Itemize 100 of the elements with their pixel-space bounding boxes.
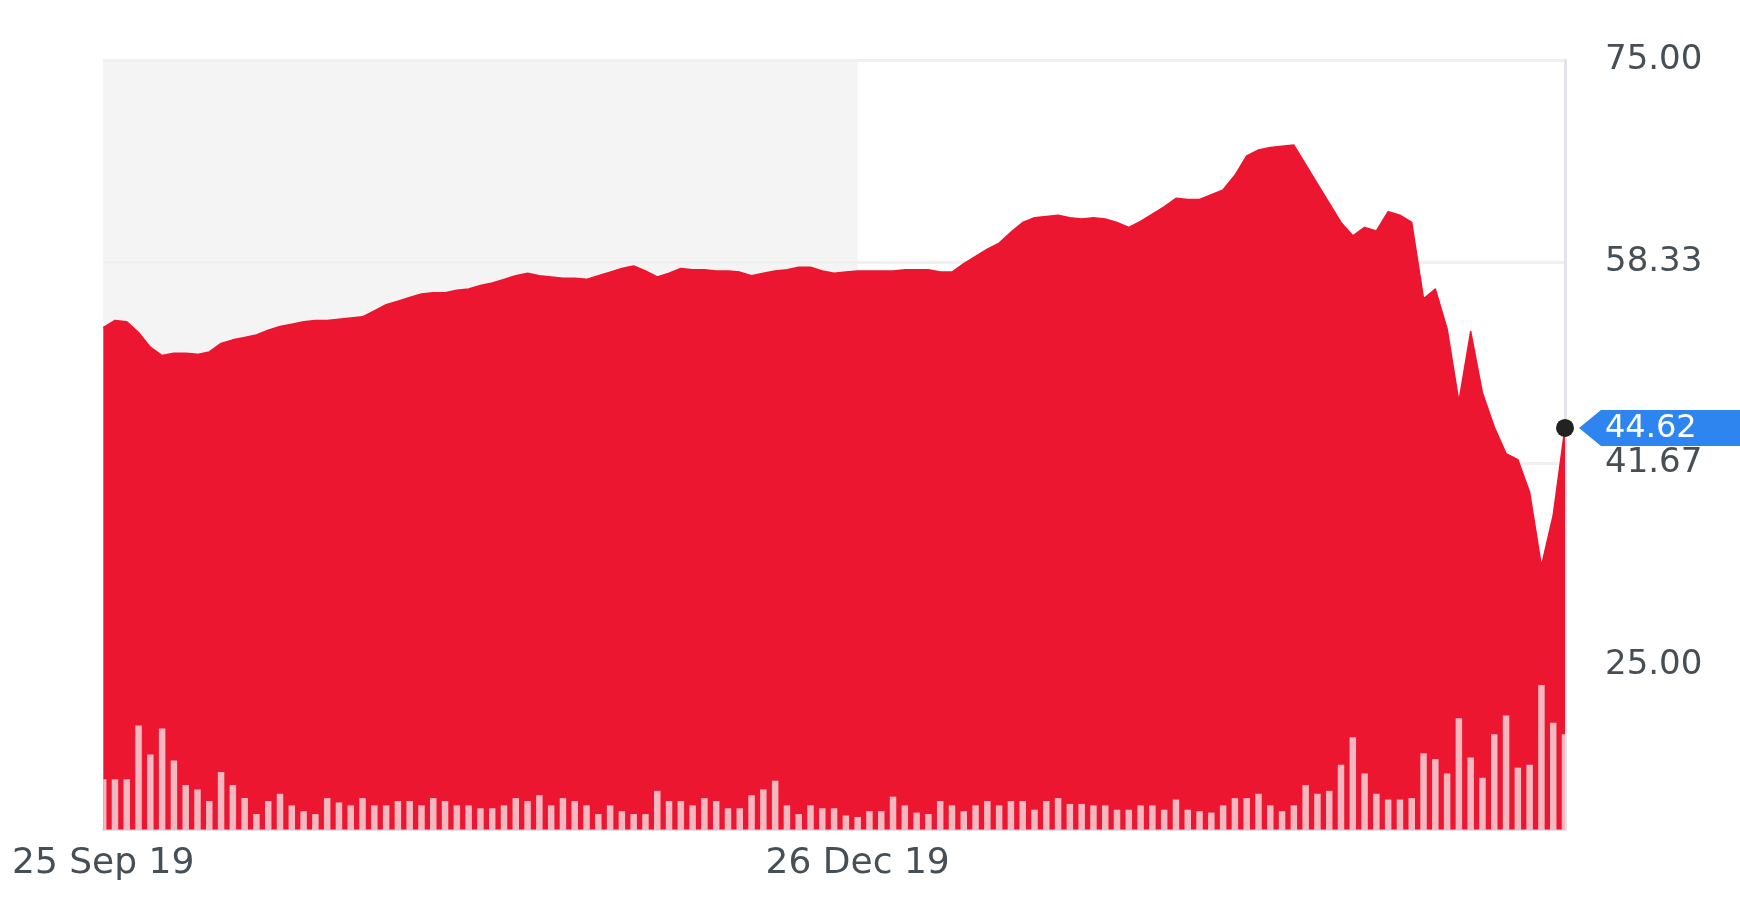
bar	[500, 805, 508, 830]
bar	[264, 800, 272, 830]
bar	[712, 800, 720, 830]
bar	[1125, 809, 1133, 830]
bar	[1149, 805, 1156, 830]
bar	[1491, 734, 1498, 830]
bar	[288, 805, 296, 830]
bar	[1101, 805, 1109, 830]
bar	[866, 810, 873, 830]
bar	[1455, 718, 1463, 830]
bar	[1255, 793, 1262, 830]
bar	[583, 805, 590, 830]
bar	[488, 808, 496, 830]
bar	[724, 808, 732, 830]
bar	[1432, 758, 1439, 830]
bar	[606, 805, 614, 830]
bar	[665, 800, 673, 830]
bar	[571, 800, 578, 830]
bar	[760, 789, 767, 830]
bar	[1361, 773, 1368, 830]
bar	[430, 797, 437, 830]
bar	[335, 802, 343, 830]
bar	[1113, 809, 1121, 830]
bar	[135, 725, 142, 830]
bar	[276, 793, 284, 830]
bar	[418, 805, 425, 830]
y-tick-label: 58.33	[1605, 238, 1703, 279]
bar	[618, 810, 626, 830]
bar	[453, 805, 461, 830]
bar	[689, 805, 696, 830]
bar	[1066, 803, 1074, 830]
bar	[854, 816, 861, 830]
bar	[547, 805, 555, 830]
bar	[253, 813, 260, 830]
bar	[217, 771, 225, 830]
bar	[1043, 800, 1050, 830]
bar	[241, 797, 248, 830]
bar	[536, 795, 543, 830]
bar	[1420, 752, 1427, 830]
bar	[512, 797, 520, 830]
bar	[771, 780, 779, 830]
bar	[1549, 722, 1557, 830]
bar	[194, 789, 201, 830]
bar	[382, 805, 390, 830]
bar	[913, 812, 920, 830]
bar	[1078, 803, 1085, 830]
bar	[559, 797, 567, 830]
bar	[300, 810, 307, 830]
bar	[1196, 810, 1203, 830]
bar	[936, 800, 944, 830]
bar	[206, 800, 213, 830]
bar	[347, 805, 354, 830]
bar	[1514, 767, 1522, 830]
bar	[1208, 812, 1215, 830]
bar	[1479, 777, 1486, 830]
bar	[1278, 810, 1286, 830]
bar	[158, 728, 166, 830]
bar	[312, 813, 319, 830]
bar	[1467, 757, 1474, 830]
bar	[1184, 809, 1191, 830]
bar	[1502, 715, 1510, 830]
bar	[901, 805, 909, 830]
bar	[878, 810, 885, 830]
bar	[1443, 773, 1451, 830]
bar	[111, 779, 119, 830]
bar	[1267, 805, 1274, 830]
bar	[642, 813, 649, 830]
x-tick-label: 25 Sep 19	[12, 839, 195, 881]
y-tick-label: 75.00	[1605, 37, 1703, 78]
bar	[147, 754, 154, 830]
bar	[819, 808, 826, 830]
bar	[1231, 797, 1239, 830]
bar	[477, 808, 484, 830]
bar	[406, 800, 413, 830]
bar	[630, 813, 637, 830]
bar	[960, 810, 968, 830]
bar	[948, 805, 956, 830]
bar	[1349, 737, 1357, 830]
bar	[1031, 809, 1038, 830]
bar	[323, 797, 331, 830]
bar	[995, 805, 1003, 830]
bar	[524, 800, 531, 830]
bar	[1538, 684, 1545, 830]
bar	[748, 795, 755, 830]
bar	[984, 800, 991, 830]
bar	[229, 784, 237, 830]
bar	[394, 800, 402, 830]
bar	[1137, 805, 1144, 830]
bar	[441, 800, 449, 830]
bar	[783, 805, 791, 830]
bar	[1526, 764, 1533, 830]
x-tick-label: 26 Dec 19	[765, 839, 950, 881]
bar	[830, 808, 838, 830]
bar	[595, 813, 602, 830]
bar	[1054, 797, 1062, 830]
bar	[701, 797, 708, 830]
bar	[1408, 797, 1415, 830]
bar	[371, 805, 378, 830]
bar	[359, 797, 366, 830]
bar	[795, 813, 802, 830]
